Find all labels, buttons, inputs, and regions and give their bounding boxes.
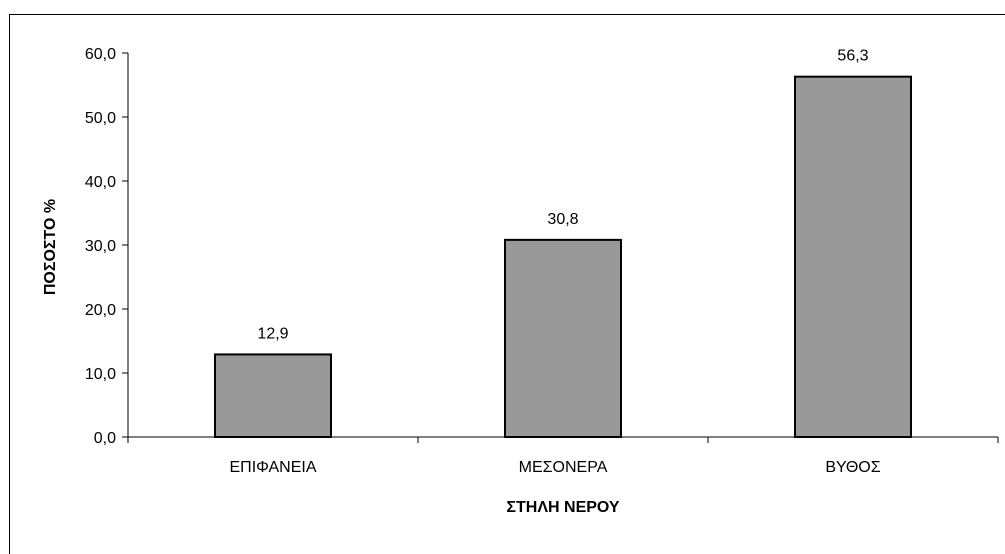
bar	[504, 238, 622, 438]
bar	[794, 75, 912, 439]
x-tick-label: ΜΕΣΟΝΕΡΑ	[519, 459, 608, 476]
bar	[214, 353, 332, 438]
y-tick-label: 30,0	[85, 238, 116, 255]
y-tick-label: 60,0	[85, 46, 116, 63]
y-tick-label: 50,0	[85, 110, 116, 127]
y-tick-label: 10,0	[85, 366, 116, 383]
y-tick-label: 40,0	[85, 174, 116, 191]
bar-chart: 0,0 10,0 20,0 30,0 40,0 50,0 60,0 ΕΠΙΦΑΝΕΙΑ ΜΕΣ…	[42, 46, 999, 516]
x-axis: ΕΠΙΦΑΝΕΙΑ ΜΕΣΟΝΕΡΑ ΒΥΘΟΣ	[127, 436, 999, 476]
x-tick-label: ΕΠΙΦΑΝΕΙΑ	[230, 459, 317, 476]
x-tick-label: ΒΥΘΟΣ	[825, 459, 880, 476]
x-axis-title: ΣΤΗΛΗ ΝΕΡΟΥ	[506, 499, 620, 516]
data-label: 56,3	[837, 48, 868, 65]
data-label: 30,8	[547, 211, 578, 228]
data-labels: 12,9 30,8 56,3	[257, 48, 868, 343]
data-label: 12,9	[257, 325, 288, 342]
y-tick-label: 0,0	[94, 430, 116, 447]
y-axis: 0,0 10,0 20,0 30,0 40,0 50,0 60,0	[85, 46, 129, 447]
y-axis-title: ΠΟΣΟΣΤΟ %	[42, 199, 59, 295]
chart-frame	[9, 14, 1005, 554]
bars	[214, 75, 912, 439]
y-tick-label: 20,0	[85, 302, 116, 319]
